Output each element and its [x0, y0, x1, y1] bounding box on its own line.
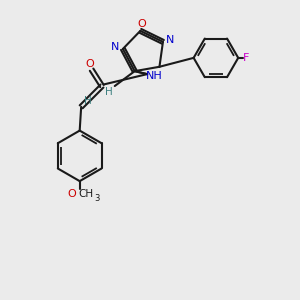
Text: N: N: [111, 43, 120, 52]
Text: H: H: [105, 87, 112, 97]
Text: O: O: [137, 19, 146, 29]
Text: NH: NH: [146, 70, 162, 81]
Text: 3: 3: [94, 194, 99, 203]
Text: O: O: [67, 190, 76, 200]
Text: H: H: [84, 96, 92, 106]
Text: CH: CH: [79, 190, 94, 200]
Text: N: N: [166, 35, 175, 45]
Text: F: F: [243, 53, 250, 63]
Text: O: O: [86, 59, 94, 69]
